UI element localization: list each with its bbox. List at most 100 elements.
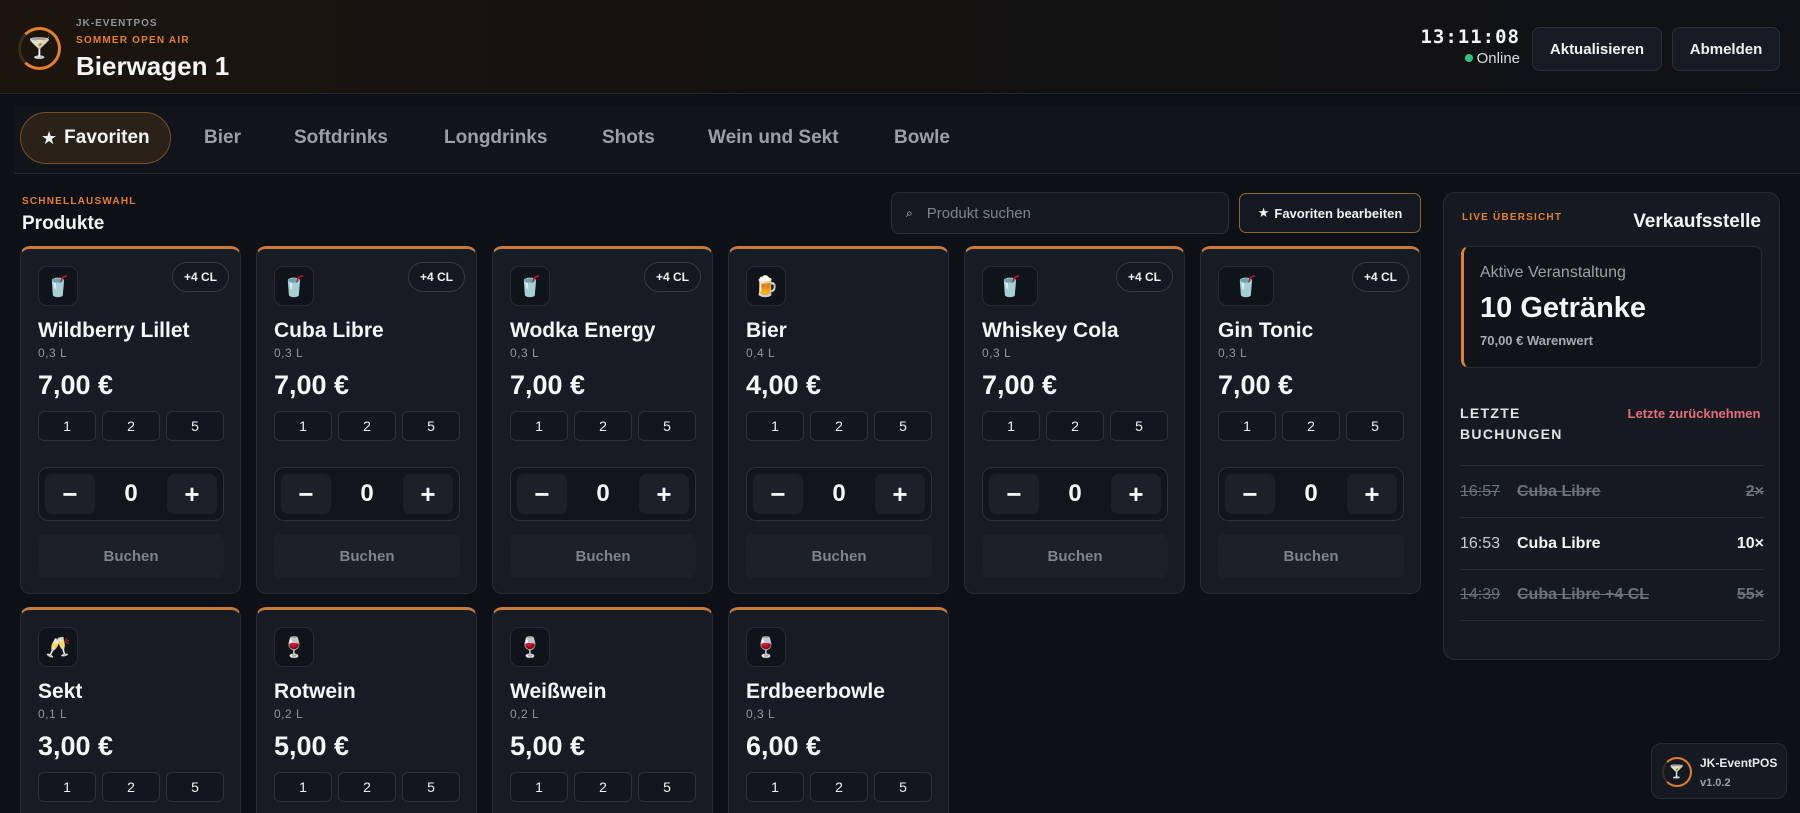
tab-bier[interactable]: Bier (204, 127, 241, 148)
quick-add-2-button[interactable]: 2 (574, 411, 632, 441)
edit-favorites-button[interactable]: ★ Favoriten bearbeiten (1239, 193, 1421, 233)
increment-button[interactable]: + (403, 474, 453, 514)
book-button[interactable]: Buchen (510, 534, 696, 578)
quick-add-2-button[interactable]: 2 (102, 772, 160, 802)
status-text: Online (1476, 50, 1520, 67)
decrement-button[interactable]: − (281, 474, 331, 514)
quantity-value: 0 (596, 480, 610, 507)
quick-add-2-button[interactable]: 2 (338, 411, 396, 441)
decrement-button[interactable]: − (1225, 474, 1275, 514)
product-card: 🥤 +4 CL Gin Tonic 0,3 L 7,00 € 1 2 5 − 0… (1200, 246, 1421, 594)
book-button[interactable]: Buchen (274, 534, 460, 578)
tab-softdrinks[interactable]: Softdrinks (294, 127, 388, 148)
quick-add-5-button[interactable]: 5 (874, 411, 932, 441)
quick-add-1-button[interactable]: 1 (274, 411, 332, 441)
quick-add-1-button[interactable]: 1 (982, 411, 1040, 441)
decrement-button[interactable]: − (517, 474, 567, 514)
quick-add-5-button[interactable]: 5 (402, 772, 460, 802)
quantity-value: 0 (124, 480, 138, 507)
decrement-button[interactable]: − (989, 474, 1039, 514)
search-input[interactable] (926, 204, 1207, 222)
quick-add-2-button[interactable]: 2 (810, 411, 868, 441)
quick-add-5-button[interactable]: 5 (1346, 411, 1404, 441)
product-volume: 0,2 L (274, 707, 304, 721)
book-button[interactable]: Buchen (38, 534, 224, 578)
increment-button[interactable]: + (639, 474, 689, 514)
quick-add-1-button[interactable]: 1 (746, 772, 804, 802)
quantity-stepper: − 0 + (746, 467, 932, 521)
refresh-button[interactable]: Aktualisieren (1532, 27, 1662, 71)
active-event-card: Aktive Veranstaltung 10 Getränke 70,00 €… (1461, 246, 1762, 368)
addon-badge[interactable]: +4 CL (1115, 262, 1173, 292)
tab-favoriten[interactable]: ★ Favoriten (20, 112, 171, 164)
cup-with-straw-icon: 🥤 (1218, 266, 1274, 306)
book-button[interactable]: Buchen (746, 534, 932, 578)
tab-shots[interactable]: Shots (602, 127, 655, 148)
quick-add-1-button[interactable]: 1 (274, 772, 332, 802)
addon-badge[interactable]: +4 CL (643, 262, 701, 292)
quick-add-5-button[interactable]: 5 (166, 411, 224, 441)
app-version: v1.0.2 (1700, 777, 1731, 789)
version-badge: 🍸 JK-EventPOS v1.0.2 (1651, 743, 1787, 799)
active-event-label: Aktive Veranstaltung (1480, 264, 1626, 281)
book-button[interactable]: Buchen (982, 534, 1168, 578)
increment-button[interactable]: + (1347, 474, 1397, 514)
quick-add-1-button[interactable]: 1 (38, 411, 96, 441)
clock: 13:11:08 (1420, 26, 1520, 48)
tab-bowle[interactable]: Bowle (894, 127, 950, 148)
undo-last-button[interactable]: Letzte zurücknehmen (1627, 406, 1761, 421)
increment-button[interactable]: + (875, 474, 925, 514)
product-card: 🍷 Erdbeerbowle 0,3 L 6,00 € 1 2 5 (728, 607, 949, 813)
product-card: 🍷 Weißwein 0,2 L 5,00 € 1 2 5 (492, 607, 713, 813)
book-button[interactable]: Buchen (1218, 534, 1404, 578)
quick-add-2-button[interactable]: 2 (1282, 411, 1340, 441)
addon-badge[interactable]: +4 CL (407, 262, 465, 292)
product-name: Sekt (38, 680, 83, 703)
search-box: ⌕ (891, 192, 1229, 234)
quick-add-2-button[interactable]: 2 (102, 411, 160, 441)
section-label: SCHNELLAUSWAHL (22, 196, 137, 207)
addon-badge[interactable]: +4 CL (1351, 262, 1409, 292)
logout-button[interactable]: Abmelden (1672, 27, 1780, 71)
quick-add-1-button[interactable]: 1 (510, 411, 568, 441)
quick-add-5-button[interactable]: 5 (874, 772, 932, 802)
search-icon: ⌕ (906, 205, 913, 220)
product-card: 🥤 +4 CL Wildberry Lillet 0,3 L 7,00 € 1 … (20, 246, 241, 594)
decrement-button[interactable]: − (45, 474, 95, 514)
page-title: Bierwagen 1 (76, 51, 230, 81)
quick-add-2-button[interactable]: 2 (1046, 411, 1104, 441)
product-volume: 0,3 L (746, 707, 776, 721)
quick-add-5-button[interactable]: 5 (638, 411, 696, 441)
decrement-button[interactable]: − (753, 474, 803, 514)
booking-product: Cuba Libre (1517, 482, 1601, 500)
live-overview-panel: LIVE ÜBERSICHT Verkaufsstelle Aktive Ver… (1443, 192, 1780, 660)
quick-add-2-button[interactable]: 2 (338, 772, 396, 802)
quick-add-5-button[interactable]: 5 (166, 772, 224, 802)
active-event-value: 70,00 € Warenwert (1480, 333, 1593, 348)
status-dot-icon (1464, 54, 1473, 62)
cocktail-icon: 🍸 (1662, 757, 1692, 787)
quick-add-5-button[interactable]: 5 (402, 411, 460, 441)
quick-add-5-button[interactable]: 5 (1110, 411, 1168, 441)
quick-add-1-button[interactable]: 1 (510, 772, 568, 802)
event-name: SOMMER OPEN AIR (76, 35, 190, 46)
product-card: 🍺 Bier 0,4 L 4,00 € 1 2 5 − 0 + Buchen (728, 246, 949, 594)
quick-add-5-button[interactable]: 5 (638, 772, 696, 802)
quick-add-1-button[interactable]: 1 (746, 411, 804, 441)
addon-badge[interactable]: +4 CL (171, 262, 229, 292)
quick-add-1-button[interactable]: 1 (1218, 411, 1276, 441)
brand-name: JK-EVENTPOS (76, 18, 158, 29)
increment-button[interactable]: + (1111, 474, 1161, 514)
quantity-value: 0 (360, 480, 374, 507)
tab-wein-und-sekt[interactable]: Wein und Sekt (708, 127, 839, 148)
increment-button[interactable]: + (167, 474, 217, 514)
quick-add-2-button[interactable]: 2 (810, 772, 868, 802)
quantity-value: 0 (1068, 480, 1082, 507)
product-price: 4,00 € (746, 370, 822, 400)
quick-add-2-button[interactable]: 2 (574, 772, 632, 802)
product-volume: 0,3 L (982, 346, 1012, 360)
product-price: 6,00 € (746, 731, 822, 761)
star-icon: ★ (41, 127, 58, 148)
tab-longdrinks[interactable]: Longdrinks (444, 127, 548, 148)
quick-add-1-button[interactable]: 1 (38, 772, 96, 802)
